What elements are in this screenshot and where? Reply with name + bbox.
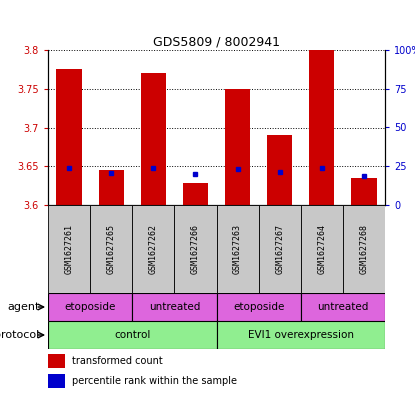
Bar (48, 293, 132, 321)
Bar (174, 205, 217, 293)
Bar (217, 321, 385, 349)
Bar (48, 321, 217, 349)
Bar (56, 70, 82, 205)
Bar (48, 354, 65, 368)
Text: control: control (114, 330, 151, 340)
Bar (343, 205, 385, 293)
Text: GSM1627261: GSM1627261 (65, 224, 73, 274)
Title: GDS5809 / 8002941: GDS5809 / 8002941 (153, 36, 280, 49)
Bar (132, 293, 217, 321)
Text: protocol: protocol (0, 330, 40, 340)
Text: GSM1627267: GSM1627267 (275, 224, 284, 274)
Text: GSM1627264: GSM1627264 (317, 224, 326, 274)
Bar (301, 205, 343, 293)
Bar (217, 293, 301, 321)
Bar (90, 205, 132, 293)
Text: untreated: untreated (149, 302, 200, 312)
Bar (352, 178, 376, 205)
Bar (48, 205, 90, 293)
Bar (217, 205, 259, 293)
Bar (301, 293, 385, 321)
Text: untreated: untreated (317, 302, 369, 312)
Text: etoposide: etoposide (233, 302, 284, 312)
Text: etoposide: etoposide (64, 302, 116, 312)
Text: GSM1627268: GSM1627268 (359, 224, 369, 274)
Bar (141, 73, 166, 205)
Text: GSM1627262: GSM1627262 (149, 224, 158, 274)
Text: GSM1627266: GSM1627266 (191, 224, 200, 274)
Bar (132, 205, 174, 293)
Text: EVI1 overexpression: EVI1 overexpression (248, 330, 354, 340)
Bar (259, 205, 301, 293)
Bar (267, 135, 292, 205)
Bar (225, 89, 250, 205)
Text: percentile rank within the sample: percentile rank within the sample (72, 376, 237, 386)
Bar (309, 50, 334, 205)
Bar (183, 183, 208, 205)
Text: transformed count: transformed count (72, 356, 162, 366)
Text: GSM1627265: GSM1627265 (107, 224, 116, 274)
Bar (48, 374, 65, 388)
Text: GSM1627263: GSM1627263 (233, 224, 242, 274)
Bar (98, 170, 124, 205)
Text: agent: agent (7, 302, 40, 312)
